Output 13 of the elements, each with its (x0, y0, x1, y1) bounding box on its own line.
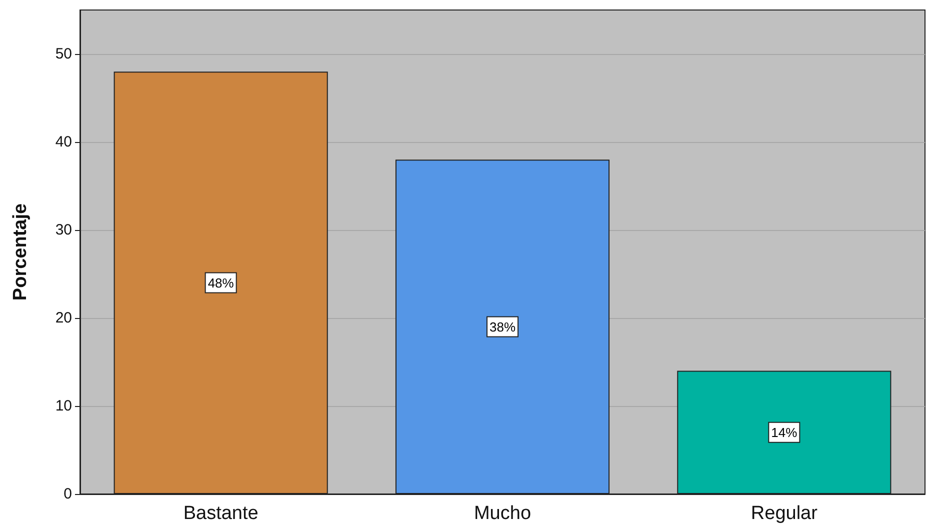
y-tick-label: 0 (64, 486, 72, 502)
data-label: 14% (771, 424, 798, 440)
y-tick-label: 30 (55, 222, 72, 238)
y-tick-label: 10 (55, 398, 72, 414)
data-label: 38% (489, 319, 516, 334)
x-tick-label: Regular (750, 503, 818, 524)
y-axis-title: Porcentaje (10, 203, 31, 301)
data-label: 48% (208, 275, 234, 290)
x-tick-label: Mucho (474, 503, 532, 524)
y-tick-label: 40 (55, 134, 72, 150)
y-tick-label: 20 (55, 310, 72, 326)
y-tick-label: 50 (55, 46, 72, 62)
x-tick-label: Bastante (183, 503, 258, 524)
